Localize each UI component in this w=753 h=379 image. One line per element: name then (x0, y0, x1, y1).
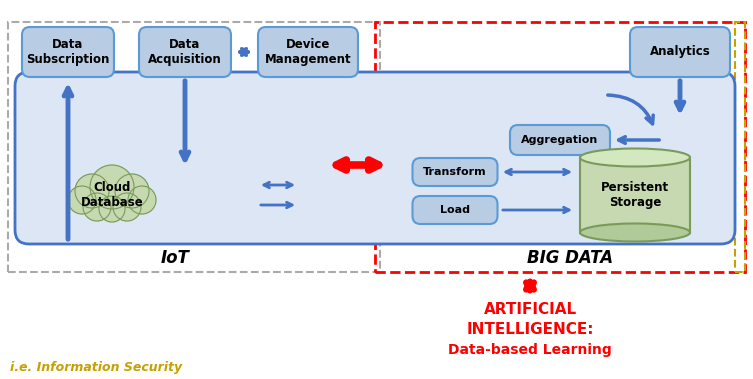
Bar (580, 158, 690, 232)
Text: Data-based Learning: Data-based Learning (448, 343, 612, 357)
Circle shape (68, 186, 96, 214)
FancyBboxPatch shape (413, 196, 498, 224)
Circle shape (128, 186, 156, 214)
Bar (735, 22, 745, 272)
Text: Aggregation: Aggregation (521, 135, 599, 145)
Text: Cloud
Database: Cloud Database (81, 181, 143, 209)
FancyBboxPatch shape (413, 158, 498, 186)
Text: Data
Subscription: Data Subscription (26, 38, 110, 66)
FancyBboxPatch shape (22, 27, 114, 77)
Text: i.e. Information Security: i.e. Information Security (10, 362, 182, 374)
FancyBboxPatch shape (630, 27, 730, 77)
Text: Load: Load (440, 205, 470, 215)
Text: Analytics: Analytics (650, 45, 710, 58)
Ellipse shape (580, 224, 690, 241)
Circle shape (113, 193, 141, 221)
Text: Persistent
Storage: Persistent Storage (601, 181, 669, 209)
Text: BIG DATA: BIG DATA (527, 249, 613, 267)
FancyBboxPatch shape (15, 72, 735, 244)
Text: Transform: Transform (423, 167, 486, 177)
FancyBboxPatch shape (258, 27, 358, 77)
Text: Device
Management: Device Management (265, 38, 352, 66)
Ellipse shape (580, 149, 690, 166)
Bar (8, 22, 380, 272)
Circle shape (99, 196, 125, 222)
Text: IoT: IoT (160, 249, 190, 267)
Circle shape (83, 193, 111, 221)
Text: Data
Acquisition: Data Acquisition (148, 38, 222, 66)
FancyBboxPatch shape (510, 125, 610, 155)
Circle shape (75, 174, 109, 208)
Text: INTELLIGENCE:: INTELLIGENCE: (466, 323, 594, 338)
Circle shape (90, 165, 134, 209)
FancyBboxPatch shape (139, 27, 231, 77)
Circle shape (115, 174, 149, 208)
Text: ARTIFICIAL: ARTIFICIAL (483, 302, 577, 318)
Bar (375, 22, 745, 272)
